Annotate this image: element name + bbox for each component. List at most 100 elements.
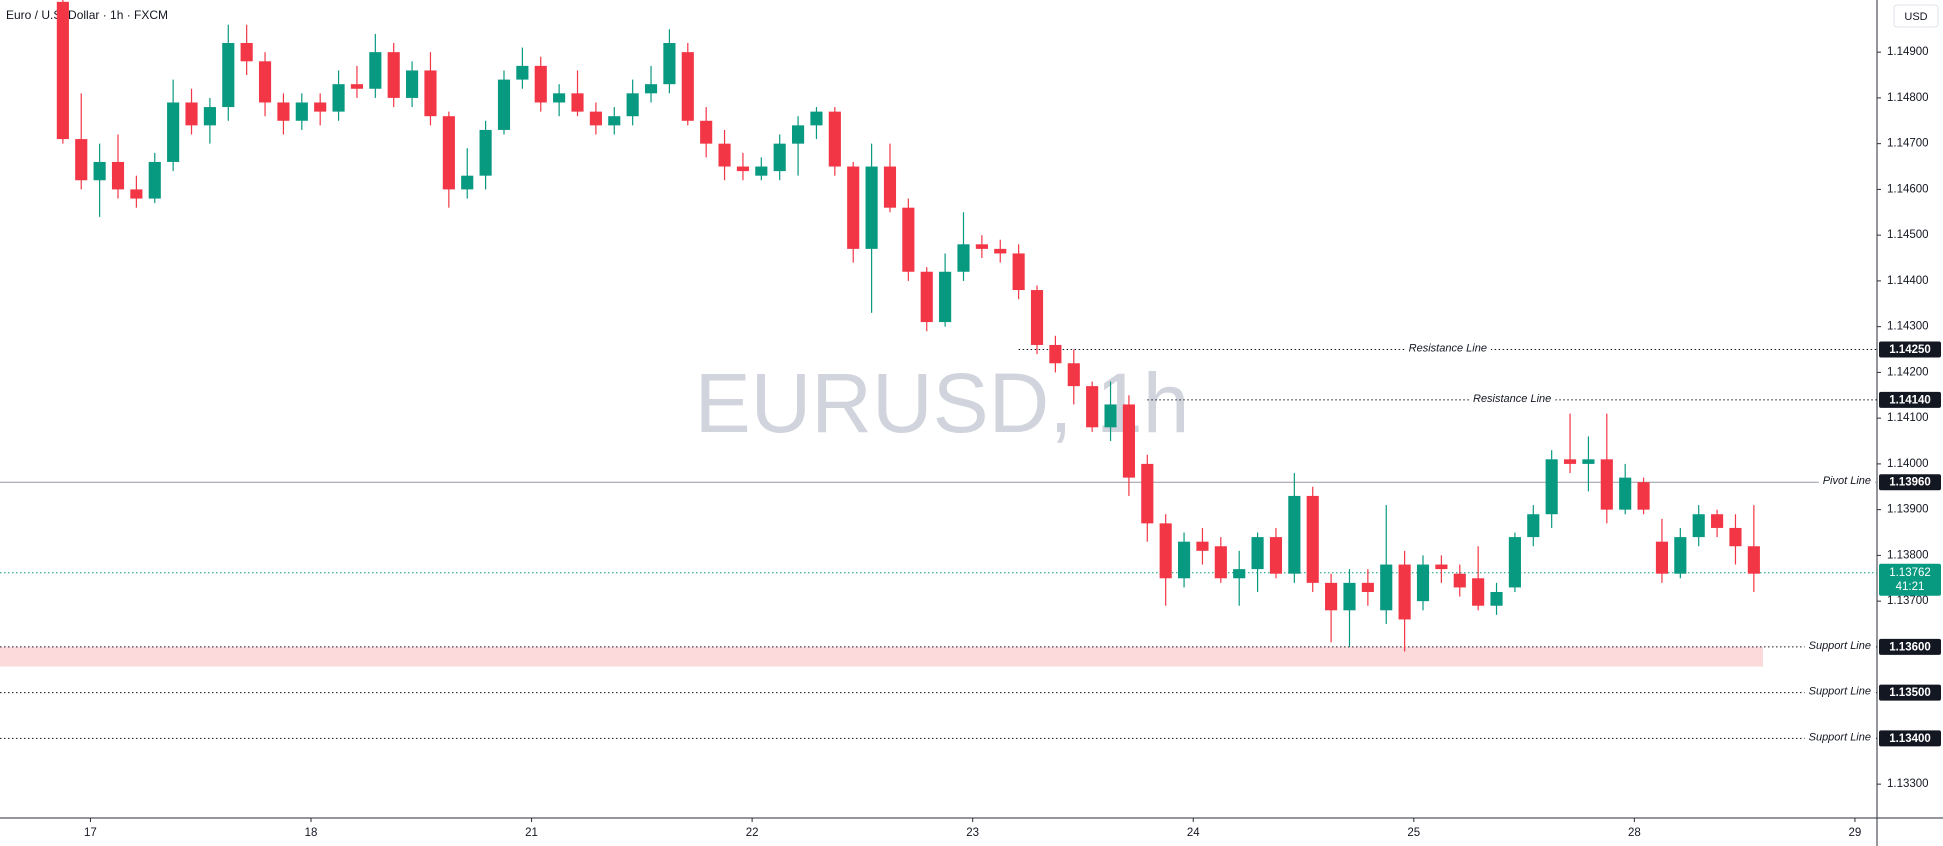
x-tick-label: 18 xyxy=(305,827,318,839)
level-price-label: 1.13600 xyxy=(1889,641,1931,653)
candle-body xyxy=(1747,546,1760,574)
candle-body xyxy=(479,129,492,176)
candle-body xyxy=(130,189,143,199)
x-tick-label: 29 xyxy=(1849,827,1862,839)
level-price-box xyxy=(1879,730,1941,747)
candle-body xyxy=(1196,541,1209,551)
candle-body xyxy=(1012,253,1025,291)
level-price-label: 1.13400 xyxy=(1889,733,1931,745)
level-price-box xyxy=(1879,341,1941,358)
candle-body xyxy=(608,116,621,126)
support-zone xyxy=(0,646,1764,667)
candle-body xyxy=(847,166,860,249)
level-price-label: 1.14250 xyxy=(1889,344,1931,356)
candle-body xyxy=(1692,514,1705,538)
candle-body xyxy=(295,102,308,121)
candle-body xyxy=(277,102,290,121)
candle-body xyxy=(975,244,988,249)
level-price-box xyxy=(1879,474,1941,491)
candle-body xyxy=(240,43,253,62)
candle-body xyxy=(1159,523,1172,579)
candle-body xyxy=(461,175,474,190)
candle-body xyxy=(406,70,419,98)
candle-body xyxy=(1729,527,1742,547)
candle-body xyxy=(589,111,602,126)
candle-body xyxy=(1141,463,1154,524)
level-price-label: 1.13500 xyxy=(1889,687,1931,699)
candle-body xyxy=(387,52,400,98)
candle-body xyxy=(350,84,364,89)
candle-body xyxy=(167,102,180,162)
candle-body xyxy=(369,52,382,89)
candle-body xyxy=(1030,290,1044,345)
candle-body xyxy=(1251,537,1264,570)
candle-body xyxy=(865,166,878,249)
candle-body xyxy=(957,244,970,272)
x-tick-label: 25 xyxy=(1407,827,1420,839)
candle-body xyxy=(424,70,437,117)
candle-body xyxy=(1619,477,1632,510)
candle-body xyxy=(1563,459,1577,464)
y-tick-label: 1.14200 xyxy=(1887,366,1929,378)
candle-body xyxy=(773,143,786,172)
candle-body xyxy=(1104,404,1117,428)
level-price-box xyxy=(1879,391,1941,408)
candle-body xyxy=(1067,363,1080,387)
candle-body xyxy=(902,207,915,272)
candle-body xyxy=(1086,386,1099,428)
last-price-label: 1.13762 xyxy=(1889,567,1931,579)
level-price-box xyxy=(1879,684,1941,701)
level-label: Support Line xyxy=(1809,686,1871,698)
level-label: Resistance Line xyxy=(1409,342,1487,354)
level-label-bg xyxy=(1404,341,1491,356)
level-label-bg xyxy=(1804,730,1875,745)
candle-body xyxy=(1711,514,1724,528)
y-tick-label: 1.14400 xyxy=(1887,275,1929,287)
x-tick-label: 21 xyxy=(525,827,538,839)
y-tick-label: 1.14100 xyxy=(1887,412,1929,424)
level-price-label: 1.14140 xyxy=(1889,394,1931,406)
candle-body xyxy=(497,79,511,130)
candle-body xyxy=(1600,459,1613,510)
x-tick-label: 22 xyxy=(746,827,759,839)
candle-body xyxy=(111,161,125,190)
candle-body xyxy=(1325,582,1338,611)
y-tick-label: 1.13700 xyxy=(1887,595,1929,607)
candle-body xyxy=(1453,573,1466,588)
candle-body xyxy=(1508,537,1521,588)
candle-body xyxy=(1527,514,1540,538)
candle-body xyxy=(93,161,106,181)
level-label: Support Line xyxy=(1809,640,1871,652)
level-label: Resistance Line xyxy=(1473,393,1551,405)
chart-title: Euro / U.S. Dollar · 1h · FXCM xyxy=(6,8,168,22)
candle-body xyxy=(1122,404,1135,478)
candle-body xyxy=(1380,564,1393,611)
candle-body xyxy=(1361,582,1374,592)
level-label-bg xyxy=(1804,684,1875,699)
candle-body xyxy=(939,271,952,323)
candle-body xyxy=(718,143,731,167)
candle-body xyxy=(442,116,455,190)
currency-button[interactable] xyxy=(1893,4,1939,28)
candle-body xyxy=(553,93,566,103)
candle-body xyxy=(1545,459,1558,515)
candle-body xyxy=(516,65,529,80)
candle-body xyxy=(663,43,676,85)
y-tick-label: 1.14000 xyxy=(1887,458,1929,470)
candle-body xyxy=(1049,344,1062,364)
candle-body xyxy=(700,120,713,144)
candle-body xyxy=(1435,564,1448,570)
candle-body xyxy=(1416,564,1430,602)
currency: USD xyxy=(1904,11,1927,23)
level-label: Support Line xyxy=(1809,731,1871,743)
candle-body xyxy=(681,52,694,121)
candle-body xyxy=(1269,537,1283,574)
candle-body xyxy=(1177,541,1191,579)
last-price-box xyxy=(1879,563,1941,596)
y-tick-label: 1.14300 xyxy=(1887,321,1929,333)
candle-body xyxy=(1398,564,1411,620)
level-label-bg xyxy=(1469,391,1556,406)
x-tick-label: 23 xyxy=(966,827,979,839)
candle-body xyxy=(258,61,272,103)
